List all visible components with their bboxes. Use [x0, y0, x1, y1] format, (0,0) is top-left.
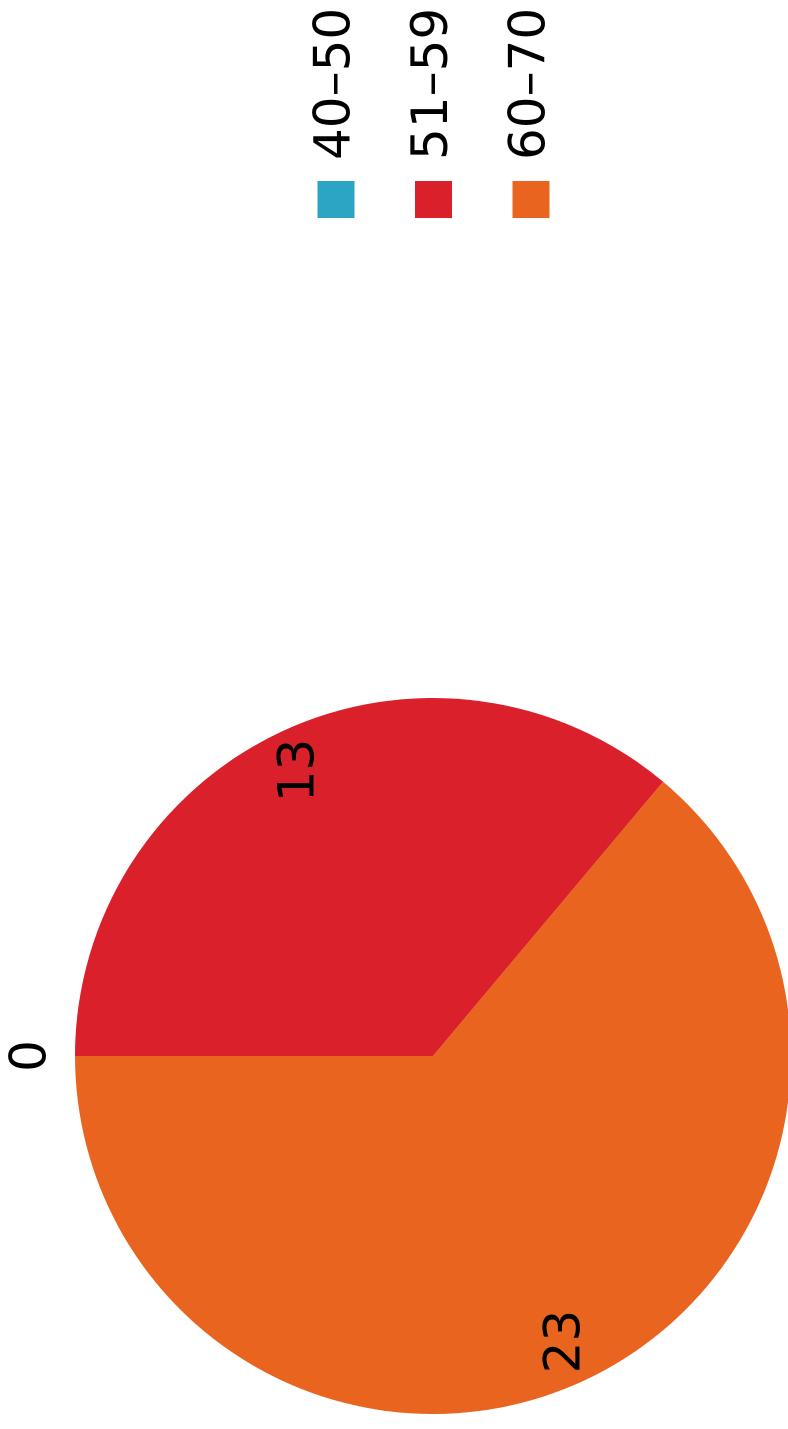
legend-label: 60–70	[499, 8, 557, 160]
data-label: 13	[267, 739, 325, 803]
legend-swatch	[317, 181, 355, 218]
legend-swatch	[512, 181, 550, 218]
legend-label: 51–59	[401, 8, 459, 160]
data-label: 0	[0, 1040, 58, 1072]
pie-slice	[75, 698, 664, 1056]
legend-swatch	[415, 181, 452, 218]
legend-label: 40–50	[304, 8, 362, 160]
data-label: 23	[534, 1310, 592, 1374]
pie-slice	[75, 781, 788, 1414]
